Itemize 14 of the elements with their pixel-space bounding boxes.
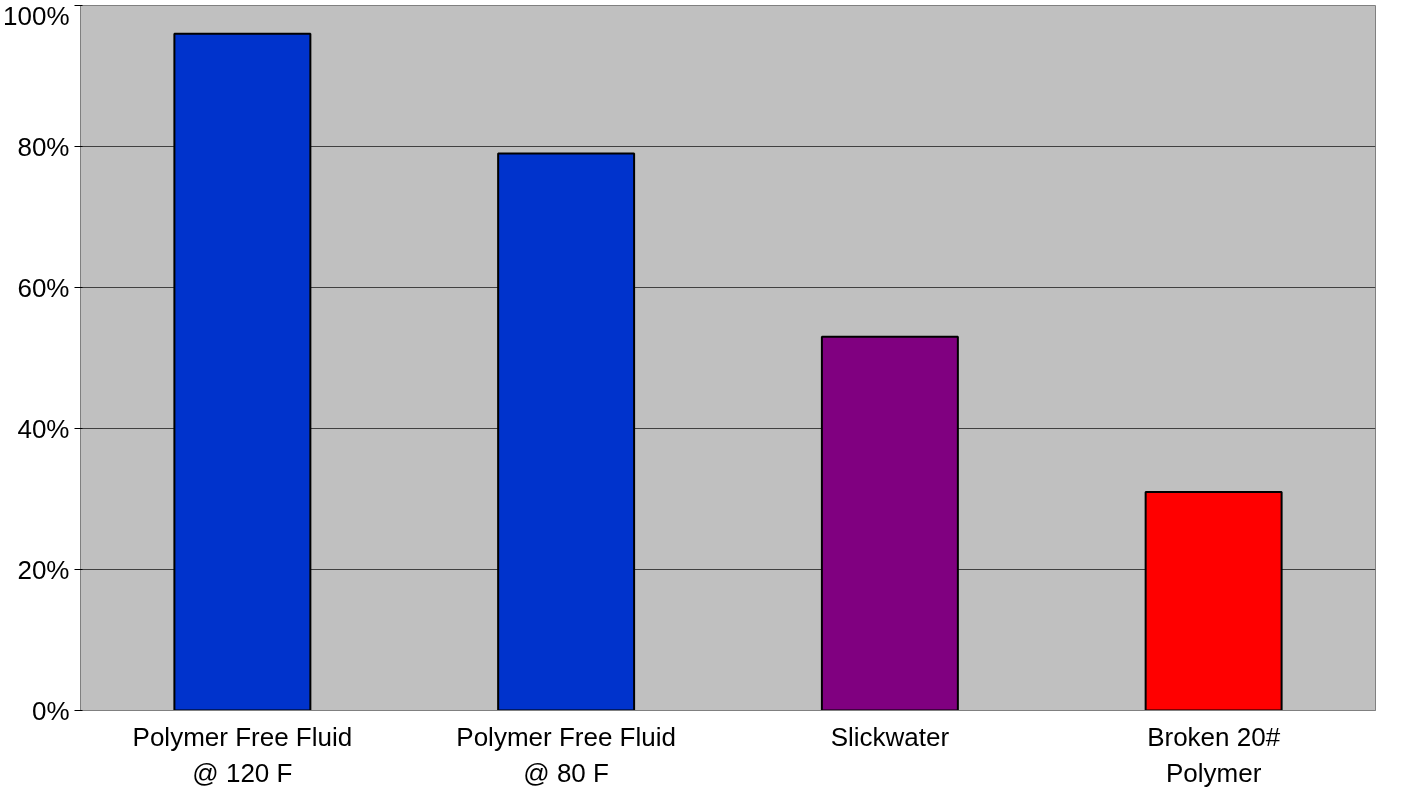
- bar: [497, 152, 636, 711]
- y-tick-label: 60%: [17, 272, 70, 303]
- y-tick-label: 0%: [31, 695, 70, 726]
- y-tick-label: 20%: [17, 554, 70, 585]
- y-tick-label: 40%: [17, 413, 70, 444]
- x-tick-label: Polymer Free Fluid @ 80 F: [456, 721, 676, 788]
- y-tick-label: 100%: [3, 0, 70, 31]
- bar: [173, 32, 312, 711]
- x-tick-label: Slickwater: [830, 721, 950, 752]
- x-tick-label: Broken 20# Polymer: [1147, 721, 1281, 788]
- y-tick-label: 80%: [17, 131, 70, 162]
- bar: [1144, 490, 1283, 711]
- bar: [820, 335, 959, 711]
- x-tick-label: Polymer Free Fluid @ 120 F: [132, 721, 353, 788]
